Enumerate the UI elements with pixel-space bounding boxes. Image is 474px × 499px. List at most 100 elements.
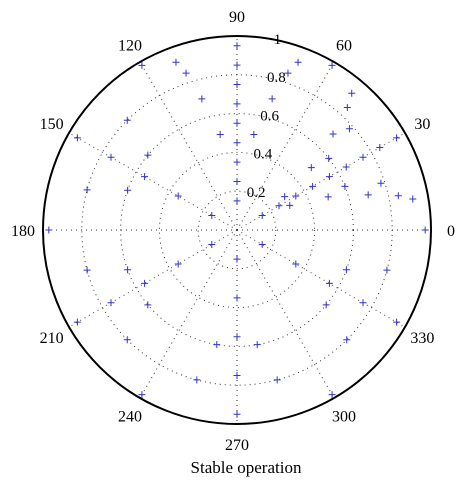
data-point [328, 391, 336, 399]
data-point [233, 410, 241, 418]
data-point [325, 154, 333, 162]
grid-spoke-300 [236, 229, 335, 399]
angle-tick-labels: 0 30 60 90 120 150 180 210 240 270 300 330 [11, 9, 455, 454]
data-point [233, 294, 241, 302]
data-point [233, 119, 241, 127]
grid-spoke-60 [236, 61, 335, 231]
data-point [286, 201, 294, 209]
radial-tick-label: 0.6 [260, 108, 279, 124]
data-point [393, 134, 401, 142]
data-point [377, 179, 385, 187]
angle-tick-label: 210 [40, 330, 64, 347]
data-point [258, 241, 266, 249]
data-point [292, 260, 300, 268]
data-point [342, 266, 350, 274]
angle-tick-label: 330 [410, 330, 434, 347]
data-point [341, 182, 349, 190]
data-point [73, 134, 81, 142]
polar-grid [43, 36, 431, 424]
data-point [138, 61, 146, 69]
radial-tick-label: 0.4 [253, 147, 272, 163]
data-point [233, 139, 241, 147]
data-point [233, 81, 241, 88]
data-point [325, 279, 333, 287]
data-point [294, 58, 302, 66]
data-point [107, 153, 115, 161]
data-point [328, 61, 336, 69]
angle-tick-label: 30 [414, 116, 430, 133]
data-point [208, 211, 216, 219]
angle-tick-label: 270 [225, 437, 249, 454]
data-point [359, 153, 367, 161]
data-point [329, 130, 337, 138]
data-point [193, 376, 201, 384]
data-point [233, 255, 241, 263]
data-point [172, 58, 180, 66]
data-point [124, 266, 132, 274]
data-point [348, 89, 356, 97]
data-point [421, 226, 429, 234]
angle-tick-label: 300 [332, 408, 356, 425]
data-point [233, 42, 241, 50]
data-point [309, 182, 317, 190]
data-point [182, 69, 190, 77]
data-point [144, 301, 152, 309]
data-point [233, 178, 241, 185]
angle-tick-label: 60 [336, 38, 352, 55]
data-point [345, 125, 353, 133]
data-point [138, 391, 146, 399]
angle-tick-label: 180 [11, 223, 35, 240]
data-point [250, 130, 258, 138]
radial-tick-labels: 0.2 0.4 0.6 0.8 1 [247, 32, 286, 201]
data-point [233, 333, 241, 341]
data-point [409, 195, 417, 203]
data-point [393, 318, 401, 326]
angle-tick-label: 120 [118, 38, 142, 55]
radial-tick-label: 0.2 [247, 185, 266, 201]
radial-tick-label: 0.8 [267, 70, 286, 86]
data-point [281, 193, 289, 201]
data-point [198, 95, 206, 103]
angle-tick-label: 150 [40, 116, 64, 133]
data-point [359, 299, 367, 307]
data-point [45, 226, 53, 234]
data-point [284, 69, 292, 77]
data-point [213, 341, 221, 349]
data-point [141, 279, 149, 287]
chart-title: Stable operation [191, 458, 302, 477]
data-point [83, 186, 91, 194]
data-point [123, 336, 131, 344]
data-point [233, 100, 241, 108]
data-point [124, 186, 132, 194]
data-point [364, 191, 372, 199]
data-point [216, 130, 224, 138]
grid-circle-1 [158, 151, 316, 309]
grid-circle-2 [120, 113, 354, 347]
data-point [342, 163, 350, 171]
data-point [233, 158, 241, 166]
data-point [322, 301, 330, 309]
data-point [343, 336, 351, 344]
data-point [273, 376, 281, 384]
grid-spoke-120 [139, 61, 238, 231]
data-point [383, 266, 391, 274]
data-point [123, 116, 131, 124]
data-point [394, 192, 402, 200]
grid-circle-0 [197, 190, 277, 270]
data-point [233, 61, 241, 69]
data-point [292, 192, 300, 200]
data-point [233, 372, 241, 379]
data-point [343, 103, 351, 111]
data-point [275, 202, 283, 210]
data-point [325, 173, 333, 181]
data-point [258, 211, 266, 219]
data-point [107, 299, 115, 307]
data-point [174, 192, 182, 200]
data-point [144, 151, 152, 159]
data-point [73, 318, 81, 326]
data-point [324, 193, 332, 201]
grid-spoke-240 [139, 229, 238, 399]
data-point [233, 197, 241, 205]
